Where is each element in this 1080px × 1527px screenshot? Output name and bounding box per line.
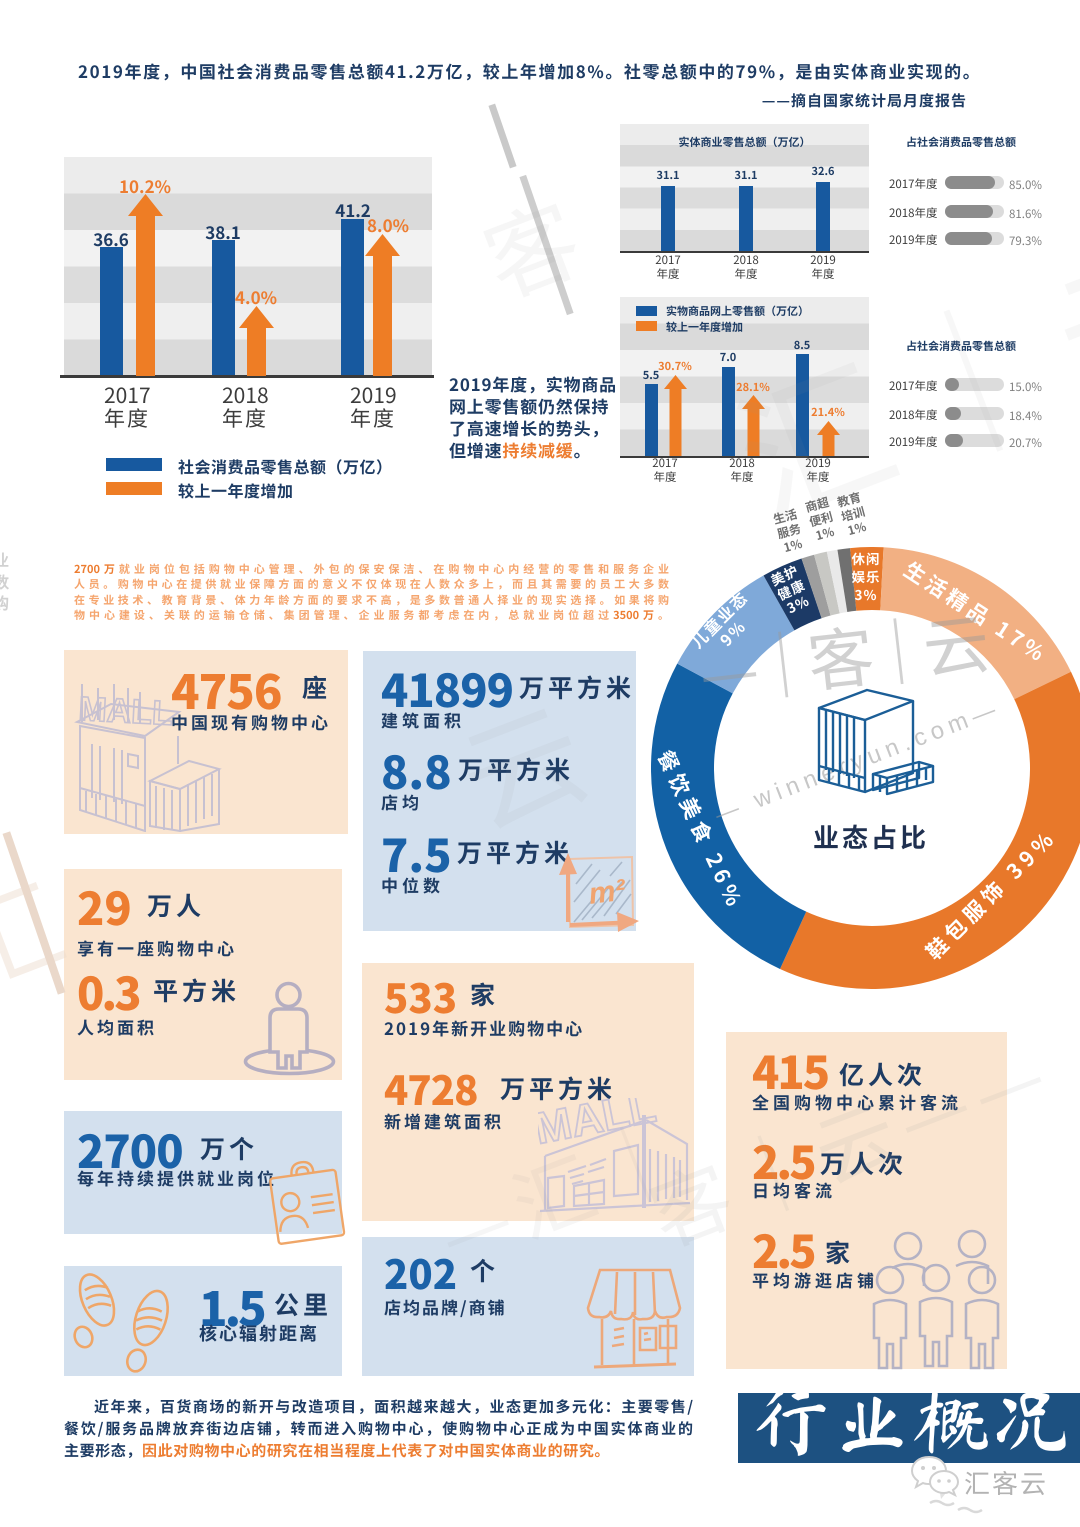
svg-text:m²: m² bbox=[587, 874, 628, 911]
